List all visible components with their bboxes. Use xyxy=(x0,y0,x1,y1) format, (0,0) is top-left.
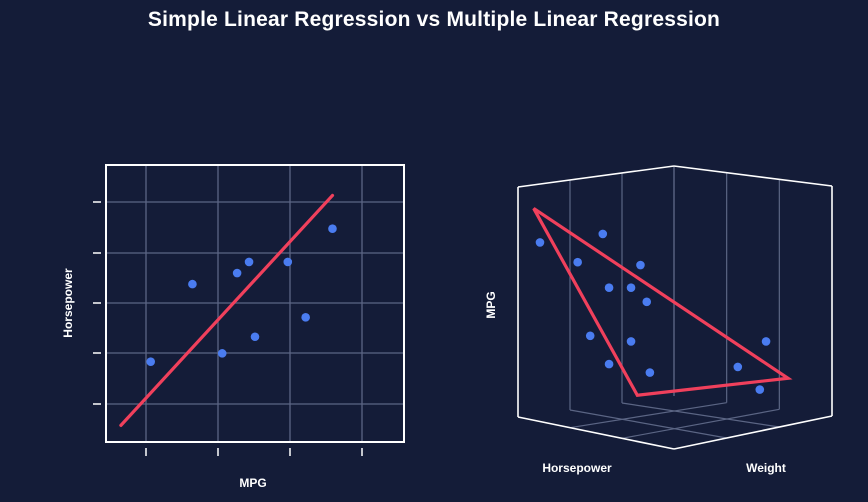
chart-title: Simple Linear Regression vs Multiple Lin… xyxy=(147,8,721,31)
data-point xyxy=(636,260,645,270)
regression-line xyxy=(119,193,335,427)
box-frame-edge xyxy=(673,415,833,450)
data-point xyxy=(283,257,293,267)
grid-line-floor xyxy=(621,408,780,439)
left-plot-frame xyxy=(105,164,405,443)
regression-plane xyxy=(532,207,793,397)
right-x-axis-label: Horsepower xyxy=(542,461,612,475)
data-point xyxy=(188,279,197,289)
data-point xyxy=(244,257,254,267)
data-point xyxy=(232,268,242,278)
data-point xyxy=(761,337,771,346)
data-point xyxy=(217,349,227,358)
data-point xyxy=(604,359,614,369)
box-frame-edge xyxy=(517,416,675,450)
data-point xyxy=(626,337,636,346)
multiple-regression-chart: Horsepower Weight MPG xyxy=(484,165,833,475)
right-points xyxy=(535,229,771,394)
data-point xyxy=(585,331,595,341)
right-y-axis-label: MPG xyxy=(484,291,498,318)
simple-regression-chart: MPG Horsepower xyxy=(61,164,405,490)
data-point xyxy=(642,297,652,307)
grid-line-floor xyxy=(569,402,727,429)
left-points xyxy=(146,224,337,366)
data-point xyxy=(328,224,337,234)
grid-line-floor xyxy=(621,402,780,428)
data-point xyxy=(604,283,614,292)
data-point xyxy=(301,313,310,322)
left-ticks xyxy=(93,201,363,456)
data-point xyxy=(535,238,545,247)
box-frame-edge xyxy=(673,165,833,187)
data-point xyxy=(573,257,582,267)
box-frame-edge xyxy=(517,165,675,188)
left-grid xyxy=(106,165,404,442)
data-point xyxy=(598,229,608,239)
left-y-axis-label: Horsepower xyxy=(61,268,75,338)
data-point xyxy=(645,368,655,377)
data-point xyxy=(250,332,260,342)
data-point xyxy=(146,357,155,366)
data-point xyxy=(733,362,743,372)
right-z-axis-label: Weight xyxy=(746,461,786,475)
3d-box-frame xyxy=(517,165,833,450)
data-point xyxy=(755,385,765,394)
left-x-axis-label: MPG xyxy=(239,476,266,490)
data-point xyxy=(626,283,636,292)
grid-line-floor xyxy=(569,409,727,439)
